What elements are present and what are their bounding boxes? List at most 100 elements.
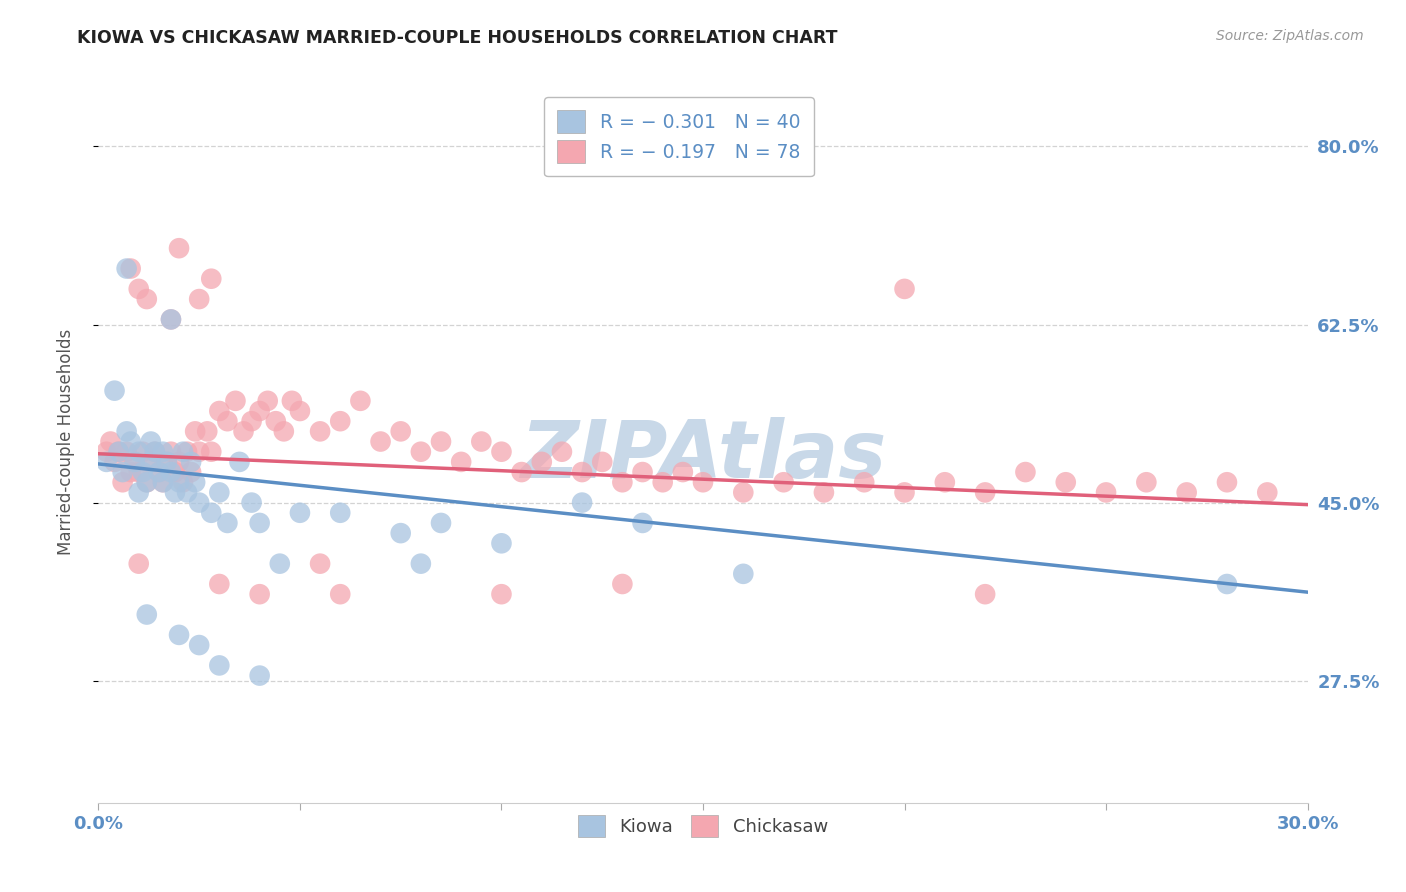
Point [180,465,202,479]
Point [152,475,174,490]
Point [128,465,150,479]
Point [135,475,157,490]
Point [188,638,211,652]
Point [195,425,218,439]
Point [530,455,553,469]
Point [143,444,166,458]
Point [176,485,198,500]
Point [120,261,142,276]
Point [571,465,593,479]
Point [249,587,271,601]
Point [733,566,755,581]
Point [612,577,634,591]
Point [208,577,231,591]
Point [139,455,162,469]
Point [1135,475,1157,490]
Text: KIOWA VS CHICKASAW MARRIED-COUPLE HOUSEHOLDS CORRELATION CHART: KIOWA VS CHICKASAW MARRIED-COUPLE HOUSEH… [77,29,838,46]
Point [1054,475,1077,490]
Point [167,628,190,642]
Point [329,414,352,428]
Point [1256,485,1278,500]
Point [135,292,157,306]
Point [309,425,332,439]
Point [240,495,263,509]
Point [200,271,222,285]
Point [772,475,794,490]
Point [974,587,997,601]
Point [167,475,190,490]
Point [733,485,755,500]
Point [389,425,412,439]
Point [1175,485,1198,500]
Point [217,516,239,530]
Point [551,444,574,458]
Point [273,425,295,439]
Point [128,485,150,500]
Point [111,465,134,479]
Point [281,393,304,408]
Point [111,475,134,490]
Point [893,485,915,500]
Point [370,434,392,449]
Point [1216,577,1239,591]
Point [491,444,513,458]
Point [651,475,673,490]
Point [103,455,125,469]
Point [200,506,222,520]
Point [264,414,287,428]
Point [167,455,190,469]
Point [152,444,174,458]
Point [491,587,513,601]
Point [107,444,129,458]
Point [100,434,122,449]
Point [156,455,179,469]
Point [409,557,432,571]
Point [148,465,170,479]
Point [135,475,157,490]
Point [288,404,311,418]
Point [184,425,207,439]
Point [470,434,492,449]
Point [160,465,183,479]
Point [974,485,997,500]
Text: ZIPAtlas: ZIPAtlas [520,417,886,495]
Point [1014,465,1036,479]
Text: Source: ZipAtlas.com: Source: ZipAtlas.com [1216,29,1364,43]
Point [491,536,513,550]
Point [232,425,254,439]
Point [256,393,278,408]
Point [120,434,142,449]
Point [115,425,138,439]
Point [510,465,533,479]
Point [349,393,371,408]
Point [692,475,714,490]
Point [167,241,190,255]
Point [329,587,352,601]
Point [853,475,876,490]
Point [156,455,179,469]
Point [160,312,183,326]
Y-axis label: Married-couple Households: Married-couple Households [56,328,75,555]
Point [128,557,150,571]
Point [188,292,211,306]
Point [180,455,202,469]
Point [813,485,835,500]
Point [208,404,231,418]
Point [208,658,231,673]
Point [329,506,352,520]
Point [163,465,186,479]
Point [132,444,155,458]
Point [228,455,250,469]
Point [172,475,194,490]
Point [450,455,472,469]
Point [103,384,125,398]
Point [139,455,162,469]
Point [208,485,231,500]
Point [893,282,915,296]
Point [115,261,138,276]
Point [591,455,613,469]
Point [143,444,166,458]
Point [200,444,222,458]
Point [160,444,183,458]
Point [152,475,174,490]
